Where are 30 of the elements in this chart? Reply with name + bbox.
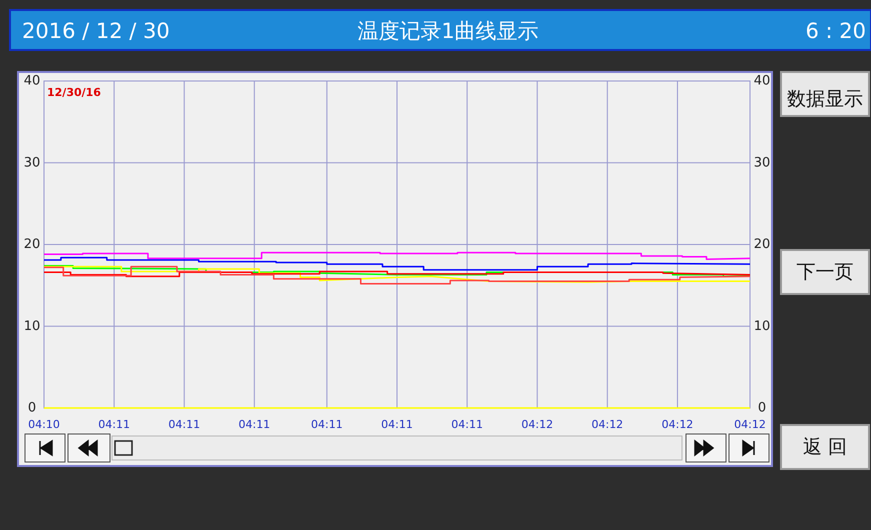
line-series xyxy=(43,256,751,271)
text: 数据显示 xyxy=(787,88,863,110)
annotation: 12/30/16 xyxy=(47,86,102,99)
y2-tick-label: 20 xyxy=(754,237,770,252)
y2-tick-label: 40 xyxy=(754,74,770,88)
x-tick-label: 04:11 xyxy=(238,418,270,431)
x-tick-label: 04:12 xyxy=(521,418,554,431)
y2-tick-label: 10 xyxy=(754,318,770,334)
y2-tick-label: 0 xyxy=(758,400,766,416)
x-tick-label: 04:10 xyxy=(28,418,60,431)
x-tick-label: 04:12 xyxy=(592,418,624,431)
y-tick-label: 30 xyxy=(24,155,40,170)
line-series xyxy=(43,252,751,260)
x-tick-label: 04:11 xyxy=(98,418,130,431)
x-tick-label: 04:11 xyxy=(311,418,343,431)
y-tick-label: 10 xyxy=(24,318,40,334)
y-tick-label: 40 xyxy=(24,74,40,88)
y2-tick-label: 30 xyxy=(754,155,770,170)
x-tick-label: 04:11 xyxy=(381,418,413,431)
x-tick-label: 04:11 xyxy=(451,418,483,431)
text: 2016 / 12 / 30 xyxy=(22,19,170,43)
y-tick-label: 0 xyxy=(28,400,36,416)
text: 下一页 xyxy=(796,261,854,283)
chart-title: 温度记录1曲线显示 xyxy=(357,19,539,43)
y-tick-label: 20 xyxy=(24,237,40,252)
text: 返 回 xyxy=(802,436,848,458)
x-tick-label: 04:11 xyxy=(168,418,200,431)
x-tick-label: 04:12 xyxy=(734,418,766,431)
x-tick-label: 04:12 xyxy=(662,418,694,431)
text: 6 : 20 xyxy=(805,19,866,43)
